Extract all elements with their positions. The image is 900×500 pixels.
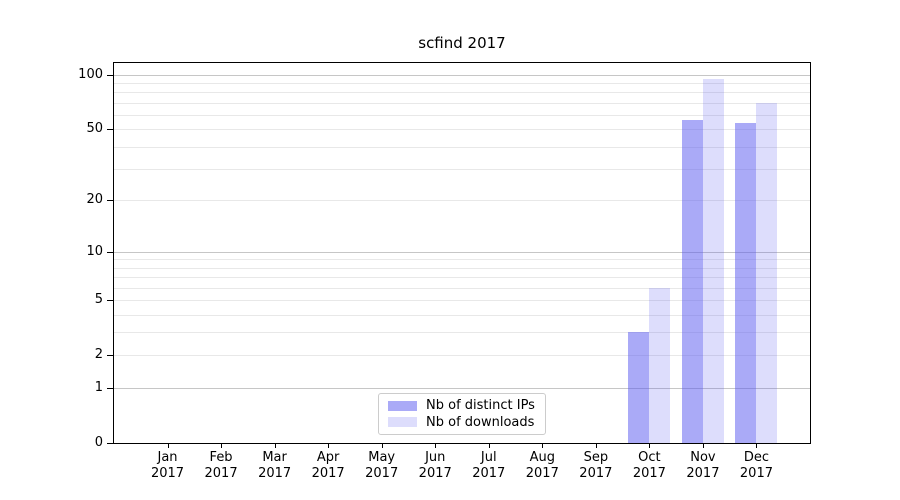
x-tick-mark [435,444,437,448]
minor-gridline [114,200,810,202]
y-tick-label: 20 [86,192,103,208]
x-tick-month: Sep [583,450,609,465]
bar-dec-downloads [756,102,778,443]
y-tick-label: 50 [86,121,103,137]
x-tick-year: 2017 [632,465,666,481]
minor-gridline [114,300,810,302]
x-tick-label-nov: Nov 2017 [660,450,746,481]
x-tick-label-mar: Mar 2017 [232,450,318,481]
x-tick-year: 2017 [204,465,238,481]
x-tick-mark [274,444,276,448]
x-tick-month: May [368,450,396,465]
minor-gridline [114,129,810,131]
x-tick-month: Mar [262,450,287,465]
y-tick-mark [107,74,113,76]
x-tick-month: Dec [743,450,770,465]
bar-nov-downloads [702,78,724,443]
y-tick-label: 2 [94,347,103,363]
minor-gridline [114,102,810,104]
x-tick-label-jun: Jun 2017 [392,450,478,481]
x-tick-mark [488,444,490,448]
x-tick-year: 2017 [579,465,613,481]
y-tick-label: 1 [94,379,103,395]
x-tick-mark [702,444,704,448]
x-tick-mark [167,444,169,448]
x-tick-label-jan: Jan 2017 [125,450,211,481]
minor-gridline [114,332,810,334]
minor-gridline [114,259,810,261]
x-tick-month: Apr [316,450,340,465]
x-tick-mark [756,444,758,448]
minor-gridline [114,277,810,279]
minor-gridline [114,146,810,148]
x-tick-year: 2017 [525,465,559,481]
legend: Nb of distinct IPs Nb of downloads [378,393,546,435]
x-tick-mark [649,444,651,448]
x-tick-year: 2017 [739,465,773,481]
bar-dec-distinct-ips [735,123,757,443]
y-tick-label: 0 [94,435,103,450]
y-tick-mark [107,300,113,302]
x-tick-year: 2017 [472,465,506,481]
minor-gridline [114,355,810,357]
chart-title: scfind 2017 [418,34,506,52]
legend-label-distinct-ips: Nb of distinct IPs [426,398,535,414]
x-tick-mark [221,444,223,448]
major-gridline [114,251,810,253]
y-tick-mark [107,355,113,357]
x-tick-label-dec: Dec 2017 [713,450,799,481]
legend-swatch-downloads [388,417,417,428]
major-gridline [114,74,810,76]
x-tick-month: Aug [529,450,555,465]
x-tick-year: 2017 [686,465,720,481]
x-tick-month: Jan [157,450,178,465]
x-tick-year: 2017 [150,465,185,481]
x-tick-year: 2017 [365,465,399,481]
x-tick-mark [381,444,383,448]
x-tick-mark [595,444,597,448]
x-tick-year: 2017 [258,465,292,481]
bar-nov-distinct-ips [681,120,703,443]
y-tick-mark [107,129,113,131]
y-tick-mark [107,387,113,389]
y-tick-mark [107,443,113,444]
x-tick-month: Feb [209,450,233,465]
legend-item-downloads: Nb of downloads [388,415,536,430]
x-tick-month: Oct [638,450,661,465]
legend-swatch-distinct-ips [388,400,417,411]
minor-gridline [114,83,810,85]
x-tick-month: Jun [425,450,446,465]
minor-gridline [114,114,810,116]
minor-gridline [114,267,810,269]
x-tick-year: 2017 [311,465,345,481]
x-tick-month: Nov [690,450,716,465]
bar-oct-downloads [649,287,671,443]
x-tick-mark [328,444,330,448]
x-tick-label-sep: Sep 2017 [553,450,639,481]
y-tick-mark [107,251,113,253]
minor-gridline [114,314,810,316]
y-tick-label: 100 [78,66,103,82]
minor-gridline [114,92,810,94]
x-tick-label-jul: Jul 2017 [446,450,532,481]
legend-item-distinct-ips: Nb of distinct IPs [388,398,536,413]
x-tick-label-oct: Oct 2017 [606,450,692,481]
plot-area [113,62,811,444]
minor-gridline [114,287,810,289]
x-tick-month: Jul [480,450,497,465]
legend-label-downloads: Nb of downloads [426,414,535,430]
y-tick-label: 10 [86,243,103,259]
x-tick-label-apr: Apr 2017 [285,450,371,481]
x-tick-label-feb: Feb 2017 [178,450,264,481]
y-tick-label: 5 [94,292,103,308]
minor-gridline [114,168,810,170]
bar-oct-distinct-ips [628,332,650,443]
x-tick-year: 2017 [418,465,452,481]
x-tick-label-aug: Aug 2017 [499,450,585,481]
y-tick-mark [107,200,113,202]
x-tick-mark [542,444,544,448]
x-tick-label-may: May 2017 [339,450,425,481]
major-gridline [114,387,810,389]
